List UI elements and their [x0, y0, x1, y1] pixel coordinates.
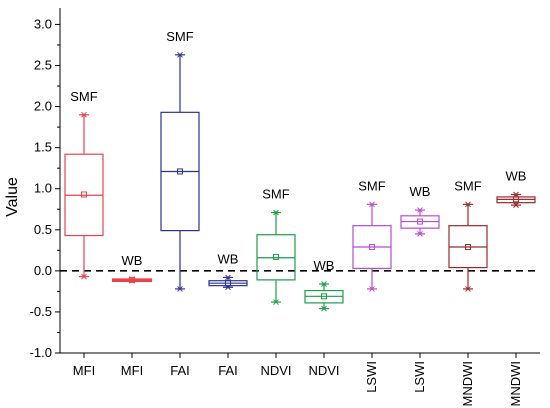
max-marker — [417, 207, 423, 213]
y-tick-label: 3.0 — [34, 16, 52, 31]
y-tick-label: 0.0 — [34, 263, 52, 278]
max-marker — [513, 191, 519, 198]
box-group-label: WB — [410, 184, 431, 199]
min-marker — [513, 202, 519, 208]
x-tick-label: MFI — [73, 363, 95, 378]
min-marker — [417, 231, 423, 237]
x-tick-label: MNDWI — [508, 361, 523, 407]
box-group-label: WB — [314, 258, 335, 273]
max-marker — [177, 51, 183, 58]
mean-marker — [321, 293, 327, 300]
max-marker — [321, 281, 327, 287]
x-tick-label: FAI — [218, 363, 238, 378]
mean-marker — [225, 280, 231, 287]
mean-marker — [81, 191, 87, 198]
min-marker — [177, 286, 183, 292]
mean-marker — [273, 253, 279, 260]
x-tick-label: LSWI — [364, 361, 379, 393]
y-tick-label: -1.0 — [30, 345, 52, 360]
y-tick-label: 1.5 — [34, 140, 52, 155]
max-marker — [369, 201, 375, 208]
x-tick-label: MFI — [121, 363, 143, 378]
mean-marker — [417, 218, 423, 225]
max-marker — [465, 201, 471, 208]
y-axis-title: Value — [4, 177, 21, 217]
box-group-label: SMF — [262, 187, 290, 202]
min-marker — [273, 299, 279, 305]
box-group-label: WB — [506, 168, 527, 183]
min-marker — [465, 286, 471, 292]
box-group-label: WB — [122, 253, 143, 268]
x-tick-label: FAI — [170, 363, 190, 378]
box-group-label: SMF — [454, 178, 482, 193]
box-group-label: SMF — [358, 178, 386, 193]
max-marker — [81, 111, 87, 118]
min-marker — [81, 273, 87, 280]
plot-area: -1.0 -0.5 0.0 0.5 1.0 1.5 2.0 2.5 3.0 MFI SMF MFI WB… — [30, 8, 540, 407]
box-group-label: SMF — [166, 29, 194, 44]
x-tick-label: LSWI — [412, 361, 427, 393]
x-tick-label: NDVI — [308, 363, 339, 378]
box-group-label: SMF — [70, 89, 98, 104]
mean-marker — [513, 196, 519, 203]
mean-marker — [177, 168, 183, 175]
mean-marker — [129, 276, 135, 283]
x-tick-label: MNDWI — [460, 361, 475, 407]
y-tick-label: 0.5 — [34, 222, 52, 237]
max-marker — [273, 209, 279, 216]
y-tick-label: 2.5 — [34, 58, 52, 73]
mean-marker — [465, 244, 471, 251]
max-marker — [225, 274, 231, 281]
mean-marker — [369, 244, 375, 251]
min-marker — [321, 305, 327, 312]
y-tick-label: 1.0 — [34, 181, 52, 196]
min-marker — [369, 286, 375, 292]
y-tick-label: 2.0 — [34, 99, 52, 114]
box-group-label: WB — [218, 251, 239, 266]
y-tick-label: -0.5 — [30, 304, 52, 319]
x-tick-label: NDVI — [260, 363, 291, 378]
